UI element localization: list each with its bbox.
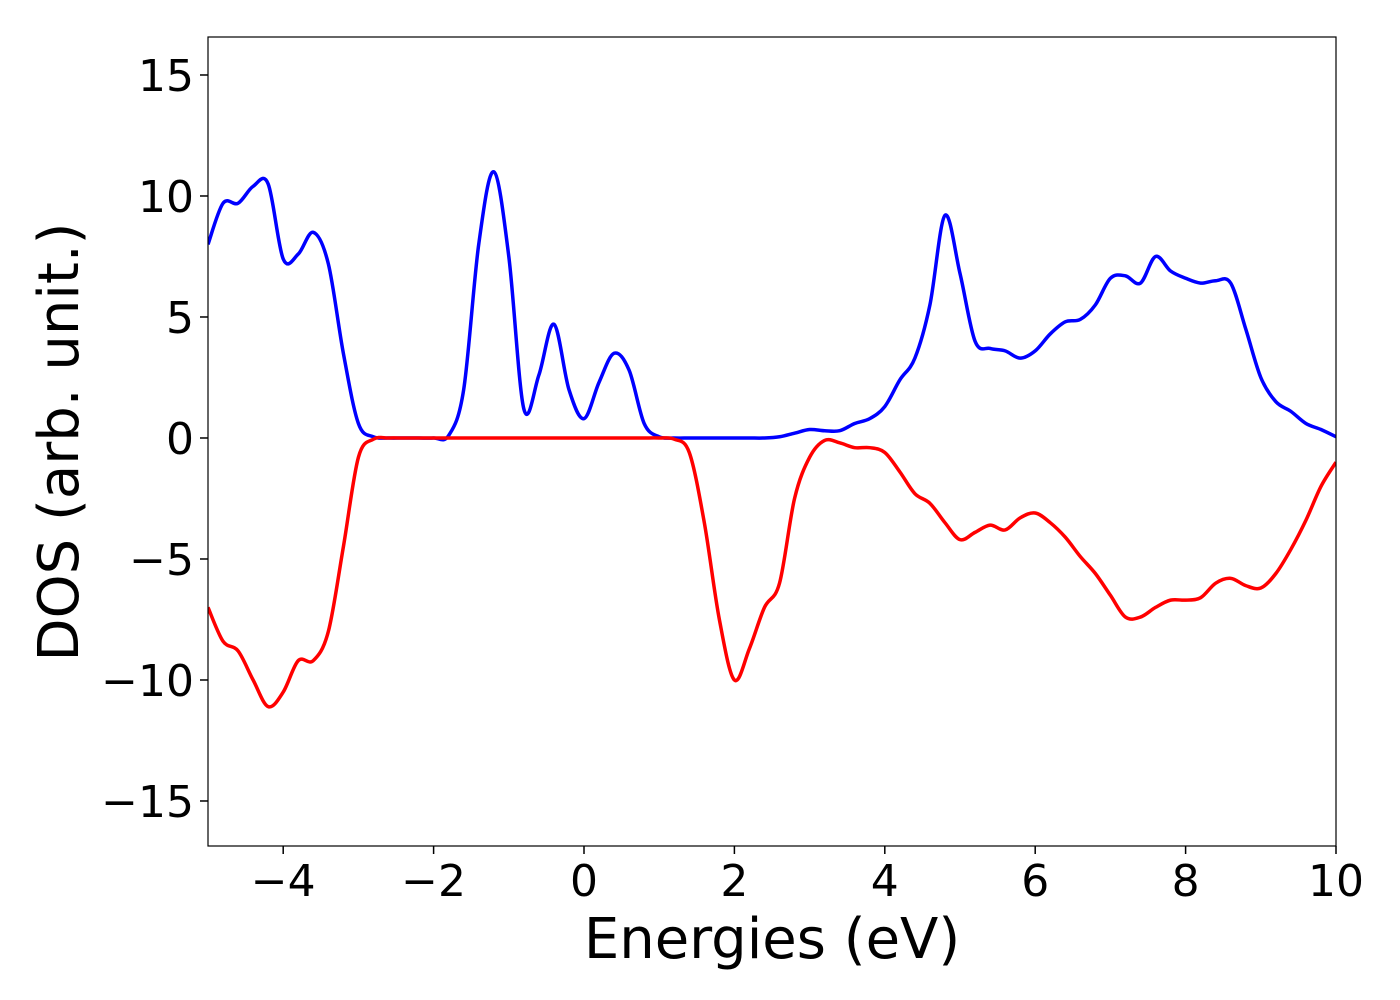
x-tick-label: 6 [1021, 856, 1049, 907]
x-tick-label: −4 [251, 856, 316, 907]
y-tick-label: −15 [101, 777, 194, 828]
series-line [208, 170, 1336, 442]
y-tick-label: 5 [166, 293, 194, 344]
x-tick-label: 2 [720, 856, 748, 907]
y-tick-label: 0 [166, 414, 194, 465]
plot-frame [207, 36, 1337, 847]
x-tick-label: 10 [1308, 856, 1364, 907]
y-tick-label: 10 [138, 172, 194, 223]
y-tick-label: −5 [129, 535, 194, 586]
y-tick-label: 15 [138, 51, 194, 102]
y-tick-label: −10 [101, 656, 194, 707]
x-tick-label: 0 [570, 856, 598, 907]
x-tick-label: −2 [401, 856, 466, 907]
series-line [208, 435, 1336, 709]
x-axis-label: Energies (eV) [584, 907, 960, 972]
y-axis-label: DOS (arb. unit.) [27, 222, 92, 661]
x-tick-label: 8 [1172, 856, 1200, 907]
x-tick-label: 4 [871, 856, 899, 907]
